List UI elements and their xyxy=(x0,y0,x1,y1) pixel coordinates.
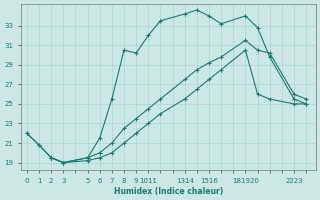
X-axis label: Humidex (Indice chaleur): Humidex (Indice chaleur) xyxy=(114,187,223,196)
